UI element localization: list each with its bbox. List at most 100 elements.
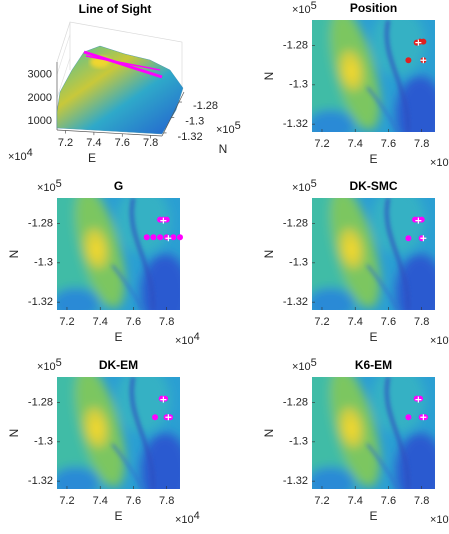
- z-tick-label: 3000: [28, 68, 52, 80]
- terrain-peak: [91, 240, 102, 259]
- river: [111, 198, 155, 310]
- y-power: 5: [235, 120, 241, 132]
- x-power: 4: [194, 510, 200, 522]
- z-grid-line: [56, 57, 71, 98]
- terrain-southeast: [395, 254, 435, 310]
- y-multiplier: ×10: [37, 361, 56, 373]
- chart-title: Line of Sight: [79, 2, 152, 16]
- y-power: 5: [56, 178, 62, 190]
- estimate-marker: [143, 234, 150, 241]
- chart-title: K6-EM: [355, 358, 392, 372]
- y-axis: [161, 91, 185, 137]
- y-axis-label: N: [262, 429, 276, 438]
- z-tick-label: 2000: [28, 92, 52, 104]
- y-axis-label: N: [7, 429, 21, 438]
- x-multiplier: ×10: [430, 157, 449, 169]
- x-tick-label: 7.6: [126, 495, 141, 507]
- y-tick-label: -1.32: [283, 475, 308, 487]
- estimate-marker: [405, 235, 412, 242]
- estimate-marker: [405, 414, 412, 421]
- true-position: [165, 235, 172, 242]
- river: [366, 377, 410, 489]
- y-tick-label: -1.3: [289, 79, 308, 91]
- y-power: 5: [56, 357, 62, 369]
- terrain-southeast: [395, 433, 435, 489]
- x-tick-label: 7.2: [314, 316, 329, 328]
- x-tick-label: 7.6: [381, 138, 396, 150]
- true-position: [160, 217, 167, 224]
- river-path: [366, 264, 399, 310]
- chart-title: G: [114, 179, 123, 193]
- terrain-blur: [312, 20, 435, 132]
- true-position: [165, 414, 172, 421]
- x-exponent: ×104: [8, 147, 33, 163]
- x-tick-label: 7.8: [414, 316, 429, 328]
- river: [111, 377, 155, 489]
- y-tick-label: -1.28: [28, 217, 53, 229]
- river-path: [130, 198, 155, 310]
- y-axis-label: N: [262, 72, 276, 81]
- river-path: [366, 86, 399, 132]
- terrain-southwest: [57, 287, 101, 310]
- x-power: 4: [27, 147, 33, 159]
- y-exponent: ×105: [37, 357, 62, 373]
- x-tick-label: 7.2: [314, 138, 329, 150]
- x-tick-label: 7.6: [381, 495, 396, 507]
- x-tick-label: 7.6: [381, 316, 396, 328]
- x-tick-label: 7.8: [159, 316, 174, 328]
- x-tick-label: 7.4: [348, 316, 363, 328]
- y-tick-label: -1.3: [34, 436, 53, 448]
- x-tick-label: 7.8: [414, 138, 429, 150]
- terrain: [57, 377, 180, 489]
- true-position: [415, 217, 422, 224]
- y-exponent: ×105: [216, 120, 241, 136]
- terrain-peak: [346, 62, 357, 81]
- y-power: 5: [311, 0, 317, 12]
- y-tick-label: -1.28: [283, 396, 308, 408]
- x-exponent: ×104: [175, 331, 200, 347]
- x-exponent: ×104: [430, 153, 449, 169]
- terrain: [312, 377, 435, 489]
- x-tick-label: 7.4: [93, 316, 108, 328]
- terrain: [57, 198, 180, 310]
- x-multiplier: ×10: [175, 514, 194, 526]
- estimate-marker: [420, 38, 427, 45]
- y-tick-label: -1.3: [185, 115, 204, 127]
- y-tick-label: -1.28: [283, 39, 308, 51]
- x-tick-label: 7.8: [414, 495, 429, 507]
- x-tick-label: 7.2: [314, 495, 329, 507]
- terrain-blur: [57, 198, 180, 310]
- estimate-marker: [170, 234, 177, 241]
- x-tick-label: 7.6: [126, 316, 141, 328]
- y-tick-label: -1.32: [28, 296, 53, 308]
- terrain-north: [371, 20, 426, 76]
- x-tick-label: 7.6: [115, 137, 130, 149]
- terrain-southeast: [140, 254, 180, 310]
- estimate-marker: [152, 414, 159, 421]
- y-tick-label: -1.32: [178, 131, 203, 143]
- river: [366, 20, 410, 132]
- terrain-blur: [312, 377, 435, 489]
- x-axis-label: E: [88, 151, 96, 165]
- x-tick-label: 7.2: [58, 137, 73, 149]
- river-path: [385, 198, 410, 310]
- river-path: [366, 443, 399, 489]
- terrain-southeast: [395, 76, 435, 132]
- y-exponent: ×105: [292, 357, 317, 373]
- x-multiplier: ×10: [8, 151, 27, 163]
- terrain-peak: [91, 419, 102, 438]
- true-position: [420, 57, 427, 64]
- x-axis-label: E: [369, 152, 377, 166]
- river-path: [130, 377, 155, 489]
- terrain-north: [371, 198, 426, 254]
- terrain-north: [116, 198, 171, 254]
- terrain-southwest: [312, 466, 356, 489]
- y-exponent: ×105: [292, 178, 317, 194]
- y-multiplier: ×10: [37, 182, 56, 194]
- river-path: [385, 377, 410, 489]
- river-path: [111, 443, 144, 489]
- x-axis: [56, 129, 163, 137]
- y-power: 5: [311, 178, 317, 190]
- true-position: [420, 414, 427, 421]
- surface: [56, 45, 184, 135]
